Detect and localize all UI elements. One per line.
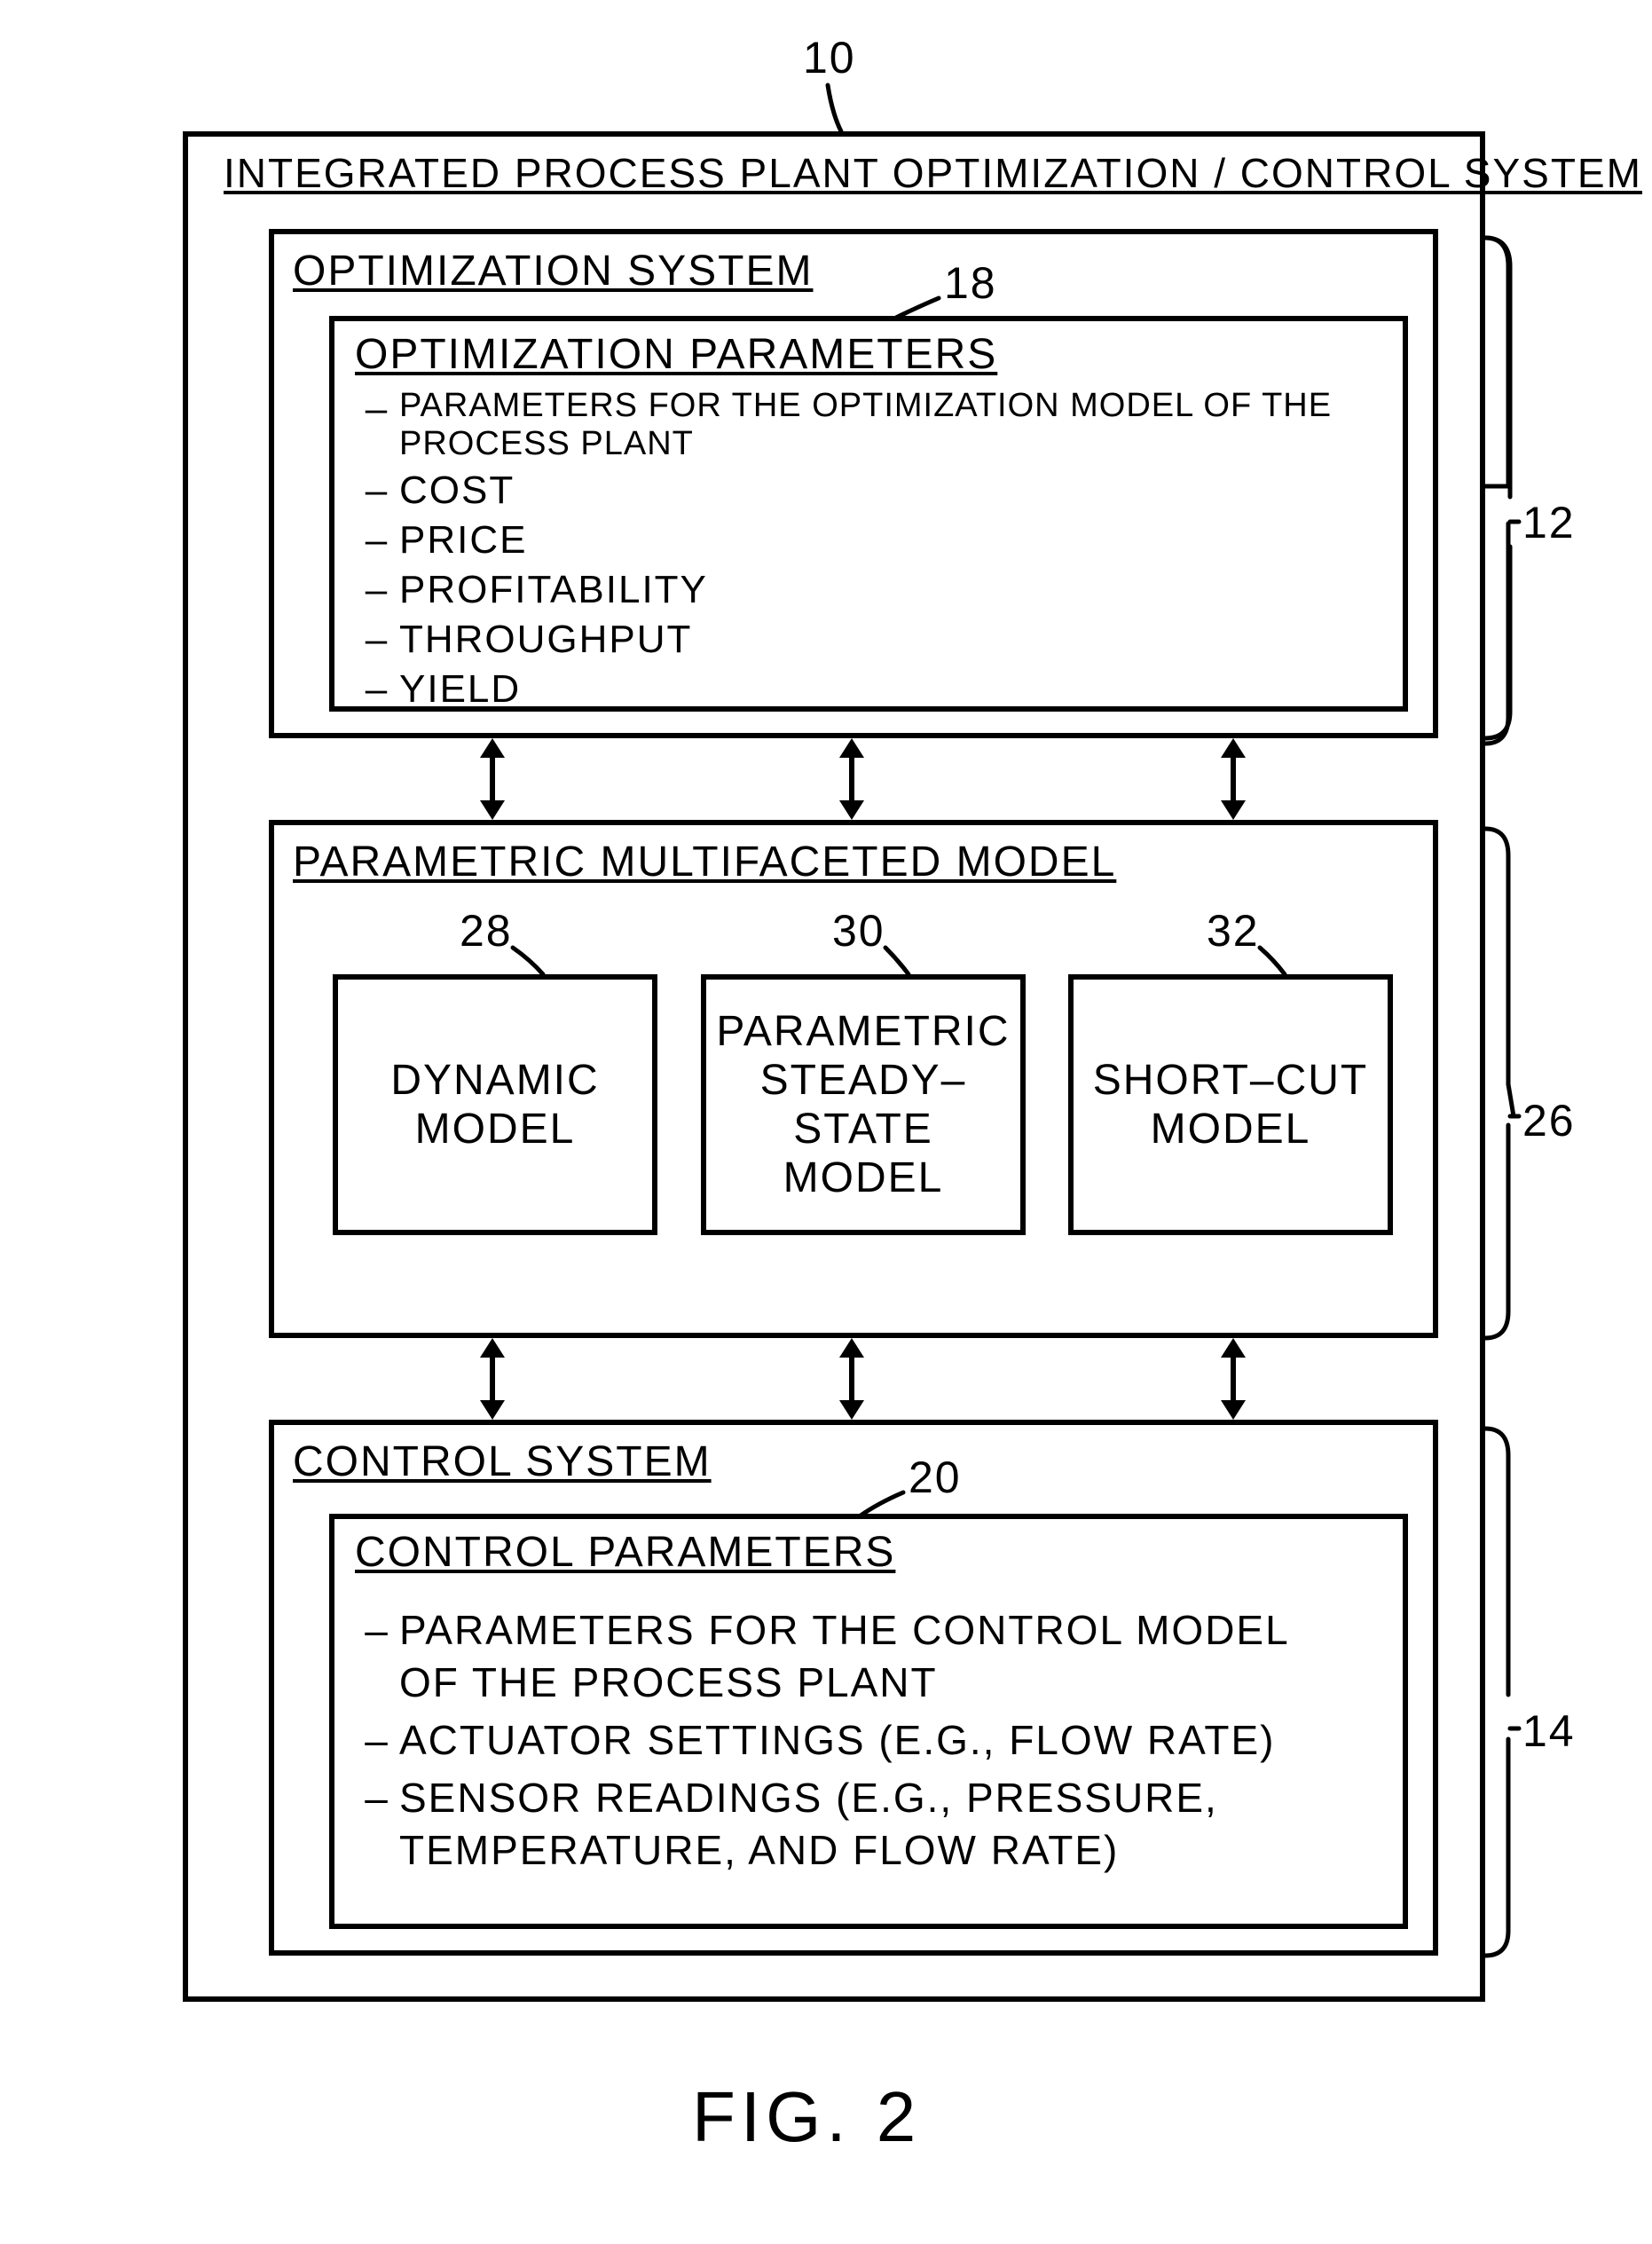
list-item: –PROFITABILITY [355,568,1384,612]
list-item: –PARAMETERS FOR THE CONTROL MODEL OF THE… [355,1604,1349,1709]
list-item: –ACTUATOR SETTINGS (E.G., FLOW RATE) [355,1714,1349,1767]
figure-label: FIG. 2 [692,2076,921,2158]
optimization-params-list: –PARAMETERS FOR THE OPTIMIZATION MODEL O… [355,387,1384,717]
outer-system-title: INTEGRATED PROCESS PLANT OPTIMIZATION / … [224,149,1642,197]
list-item: –COST [355,468,1384,513]
ref-10: 10 [803,32,856,83]
optimization-params-title: OPTIMIZATION PARAMETERS [355,330,997,379]
ref-30: 30 [832,905,885,957]
ref-32: 32 [1207,905,1260,957]
shortcut-model-label: SHORT–CUT MODEL [1082,1056,1379,1153]
ref-28: 28 [460,905,513,957]
list-item: –SENSOR READINGS (E.G., PRESSURE, TEMPER… [355,1772,1349,1877]
list-item: –PARAMETERS FOR THE OPTIMIZATION MODEL O… [355,387,1384,463]
ref-12: 12 [1522,497,1576,548]
optimization-system-title: OPTIMIZATION SYSTEM [293,247,813,295]
page: INTEGRATED PROCESS PLANT OPTIMIZATION / … [0,0,1652,2244]
dynamic-model-box: DYNAMIC MODEL [333,974,657,1235]
dynamic-model-label: DYNAMIC MODEL [347,1056,643,1153]
steady-state-model-label: PARAMETRIC STEADY– STATE MODEL [715,1007,1011,1202]
control-params-list: –PARAMETERS FOR THE CONTROL MODEL OF THE… [355,1604,1349,1881]
list-item: –THROUGHPUT [355,618,1384,662]
steady-state-model-box: PARAMETRIC STEADY– STATE MODEL [701,974,1026,1235]
shortcut-model-box: SHORT–CUT MODEL [1068,974,1393,1235]
control-params-title: CONTROL PARAMETERS [355,1528,895,1577]
ref-14: 14 [1522,1705,1576,1757]
control-system-title: CONTROL SYSTEM [293,1437,712,1486]
ref-18: 18 [944,257,997,309]
ref-26: 26 [1522,1095,1576,1146]
model-title: PARAMETRIC MULTIFACETED MODEL [293,838,1116,886]
list-item: –YIELD [355,667,1384,712]
ref-20: 20 [909,1452,962,1503]
list-item: –PRICE [355,518,1384,563]
